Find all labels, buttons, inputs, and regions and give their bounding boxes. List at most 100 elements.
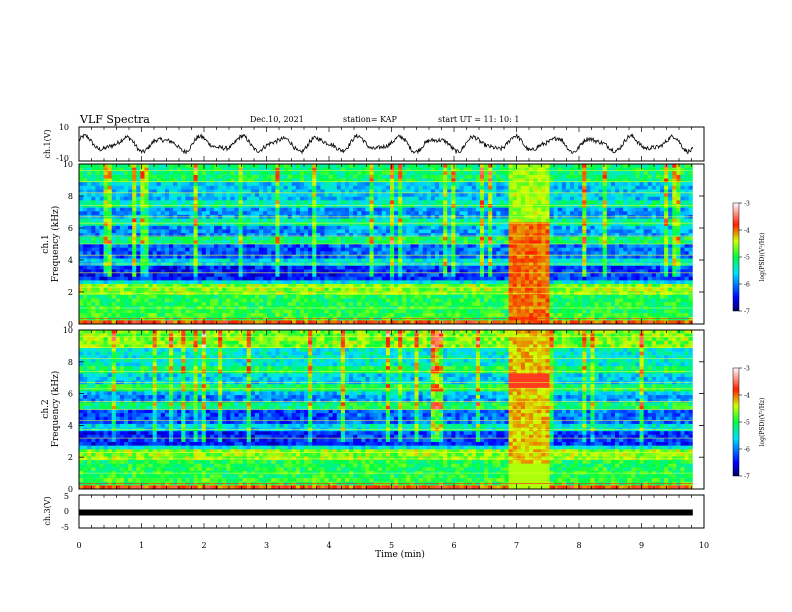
spectrogram-cell xyxy=(479,309,485,314)
spectrogram-cell xyxy=(381,171,387,176)
spectrogram-cell xyxy=(496,218,501,223)
spectrogram-cell xyxy=(164,200,170,205)
spectrogram-cell xyxy=(373,167,379,172)
spectrogram-cell xyxy=(283,174,289,179)
spectrogram-cell xyxy=(185,254,190,259)
spectrogram-cell xyxy=(185,204,190,209)
spectrogram-cell xyxy=(516,251,522,256)
spectrogram-cell xyxy=(463,178,469,183)
spectrogram-cell xyxy=(103,247,109,252)
spectrogram-cell xyxy=(230,218,235,223)
spectrogram-cell xyxy=(218,320,223,325)
spectrogram-cell xyxy=(169,240,174,245)
spectrogram-cell xyxy=(115,251,121,256)
spectrogram-cell xyxy=(529,258,534,263)
spectrogram-cell xyxy=(119,258,125,263)
spectrogram-cell xyxy=(533,178,538,183)
spectrogram-cell xyxy=(214,254,219,259)
spectrogram-cell xyxy=(99,244,104,249)
spectrogram-cell xyxy=(529,182,534,187)
spectrogram-cell xyxy=(524,320,530,325)
spectrogram-cell xyxy=(87,298,92,303)
spectrogram-cell xyxy=(541,174,546,179)
spectrogram-cell xyxy=(516,196,522,201)
spectrogram-cell xyxy=(385,247,391,252)
spectrogram-cell xyxy=(479,269,485,274)
spectrogram-cell xyxy=(349,258,354,263)
spectrogram-cell xyxy=(496,193,501,198)
spectrogram-cell xyxy=(434,273,440,278)
spectrogram-cell xyxy=(189,182,194,187)
spectrogram-cell xyxy=(324,244,329,249)
spectrogram-cell xyxy=(516,269,522,274)
spectrogram-cell xyxy=(271,236,276,241)
spectrogram-cell xyxy=(83,302,88,307)
spectrogram-cell xyxy=(291,269,297,274)
spectrogram-cell xyxy=(377,309,383,314)
spectrogram-cell xyxy=(214,284,219,289)
spectrogram-cell xyxy=(83,298,88,303)
spectrogram-cell xyxy=(516,164,522,169)
spectrogram-cell xyxy=(430,167,436,172)
spectrogram-cell xyxy=(418,320,424,325)
spectrogram-cell xyxy=(234,185,239,190)
spectrogram-cell xyxy=(516,189,522,194)
spectrogram-cell xyxy=(340,200,346,205)
spectrogram-cell xyxy=(459,254,465,259)
spectrogram-cell xyxy=(533,189,538,194)
spectrogram-cell xyxy=(124,269,129,274)
spectrogram-cell xyxy=(140,174,145,179)
spectrogram-cell xyxy=(136,240,141,245)
spectrogram-cell xyxy=(291,280,297,285)
spectrogram-cell xyxy=(304,174,309,179)
spectrogram-cell xyxy=(132,309,137,314)
spectrogram-cell xyxy=(406,240,411,245)
ch1-spectrogram-cells xyxy=(79,164,704,325)
spectrogram-cell xyxy=(160,182,166,187)
spectrogram-cell xyxy=(361,185,366,190)
spectrogram-cell xyxy=(91,247,96,252)
spectrogram-cell xyxy=(79,309,84,314)
spectrogram-cell xyxy=(365,222,370,227)
spectrogram-cell xyxy=(320,313,325,318)
spectrogram-cell xyxy=(238,251,244,256)
spectrogram-cell xyxy=(218,200,223,205)
spectrogram-cell xyxy=(193,211,199,216)
spectrogram-cell xyxy=(205,247,211,252)
spectrogram-cell xyxy=(353,200,358,205)
spectrogram-cell xyxy=(295,182,301,187)
spectrogram-cell xyxy=(299,302,305,307)
spectrogram-cell xyxy=(267,251,272,256)
spectrogram-cell xyxy=(238,269,244,274)
spectrogram-cell xyxy=(484,167,489,172)
spectrogram-cell xyxy=(414,251,420,256)
spectrogram-cell xyxy=(103,240,109,245)
spectrogram-cell xyxy=(169,185,174,190)
spectrogram-cell xyxy=(299,244,305,249)
spectrogram-cell xyxy=(136,189,141,194)
spectrogram-cell xyxy=(524,222,530,227)
spectrogram-cell xyxy=(128,276,133,281)
spectrogram-cell xyxy=(451,182,456,187)
spectrogram-cell xyxy=(169,218,174,223)
spectrogram-cell xyxy=(254,211,260,216)
spectrogram-cell xyxy=(394,189,399,194)
spectrogram-cell xyxy=(361,320,366,325)
spectrogram-cell xyxy=(410,313,415,318)
spectrogram-cell xyxy=(169,280,174,285)
spectrogram-cell xyxy=(426,280,432,285)
spectrogram-cell xyxy=(173,167,178,172)
spectrogram-cell xyxy=(91,258,96,263)
spectrogram-cell xyxy=(242,309,248,314)
spectrogram-cell xyxy=(537,251,542,256)
spectrogram-cell xyxy=(520,269,526,274)
spectrogram-cell xyxy=(308,258,313,263)
spectrogram-cell xyxy=(426,302,432,307)
spectrogram-cell xyxy=(148,269,154,274)
spectrogram-cell xyxy=(496,298,501,303)
spectrogram-cell xyxy=(349,207,354,212)
spectrogram-cell xyxy=(385,251,391,256)
spectrogram-cell xyxy=(238,240,244,245)
spectrogram-cell xyxy=(279,229,284,234)
spectrogram-cell xyxy=(467,251,473,256)
